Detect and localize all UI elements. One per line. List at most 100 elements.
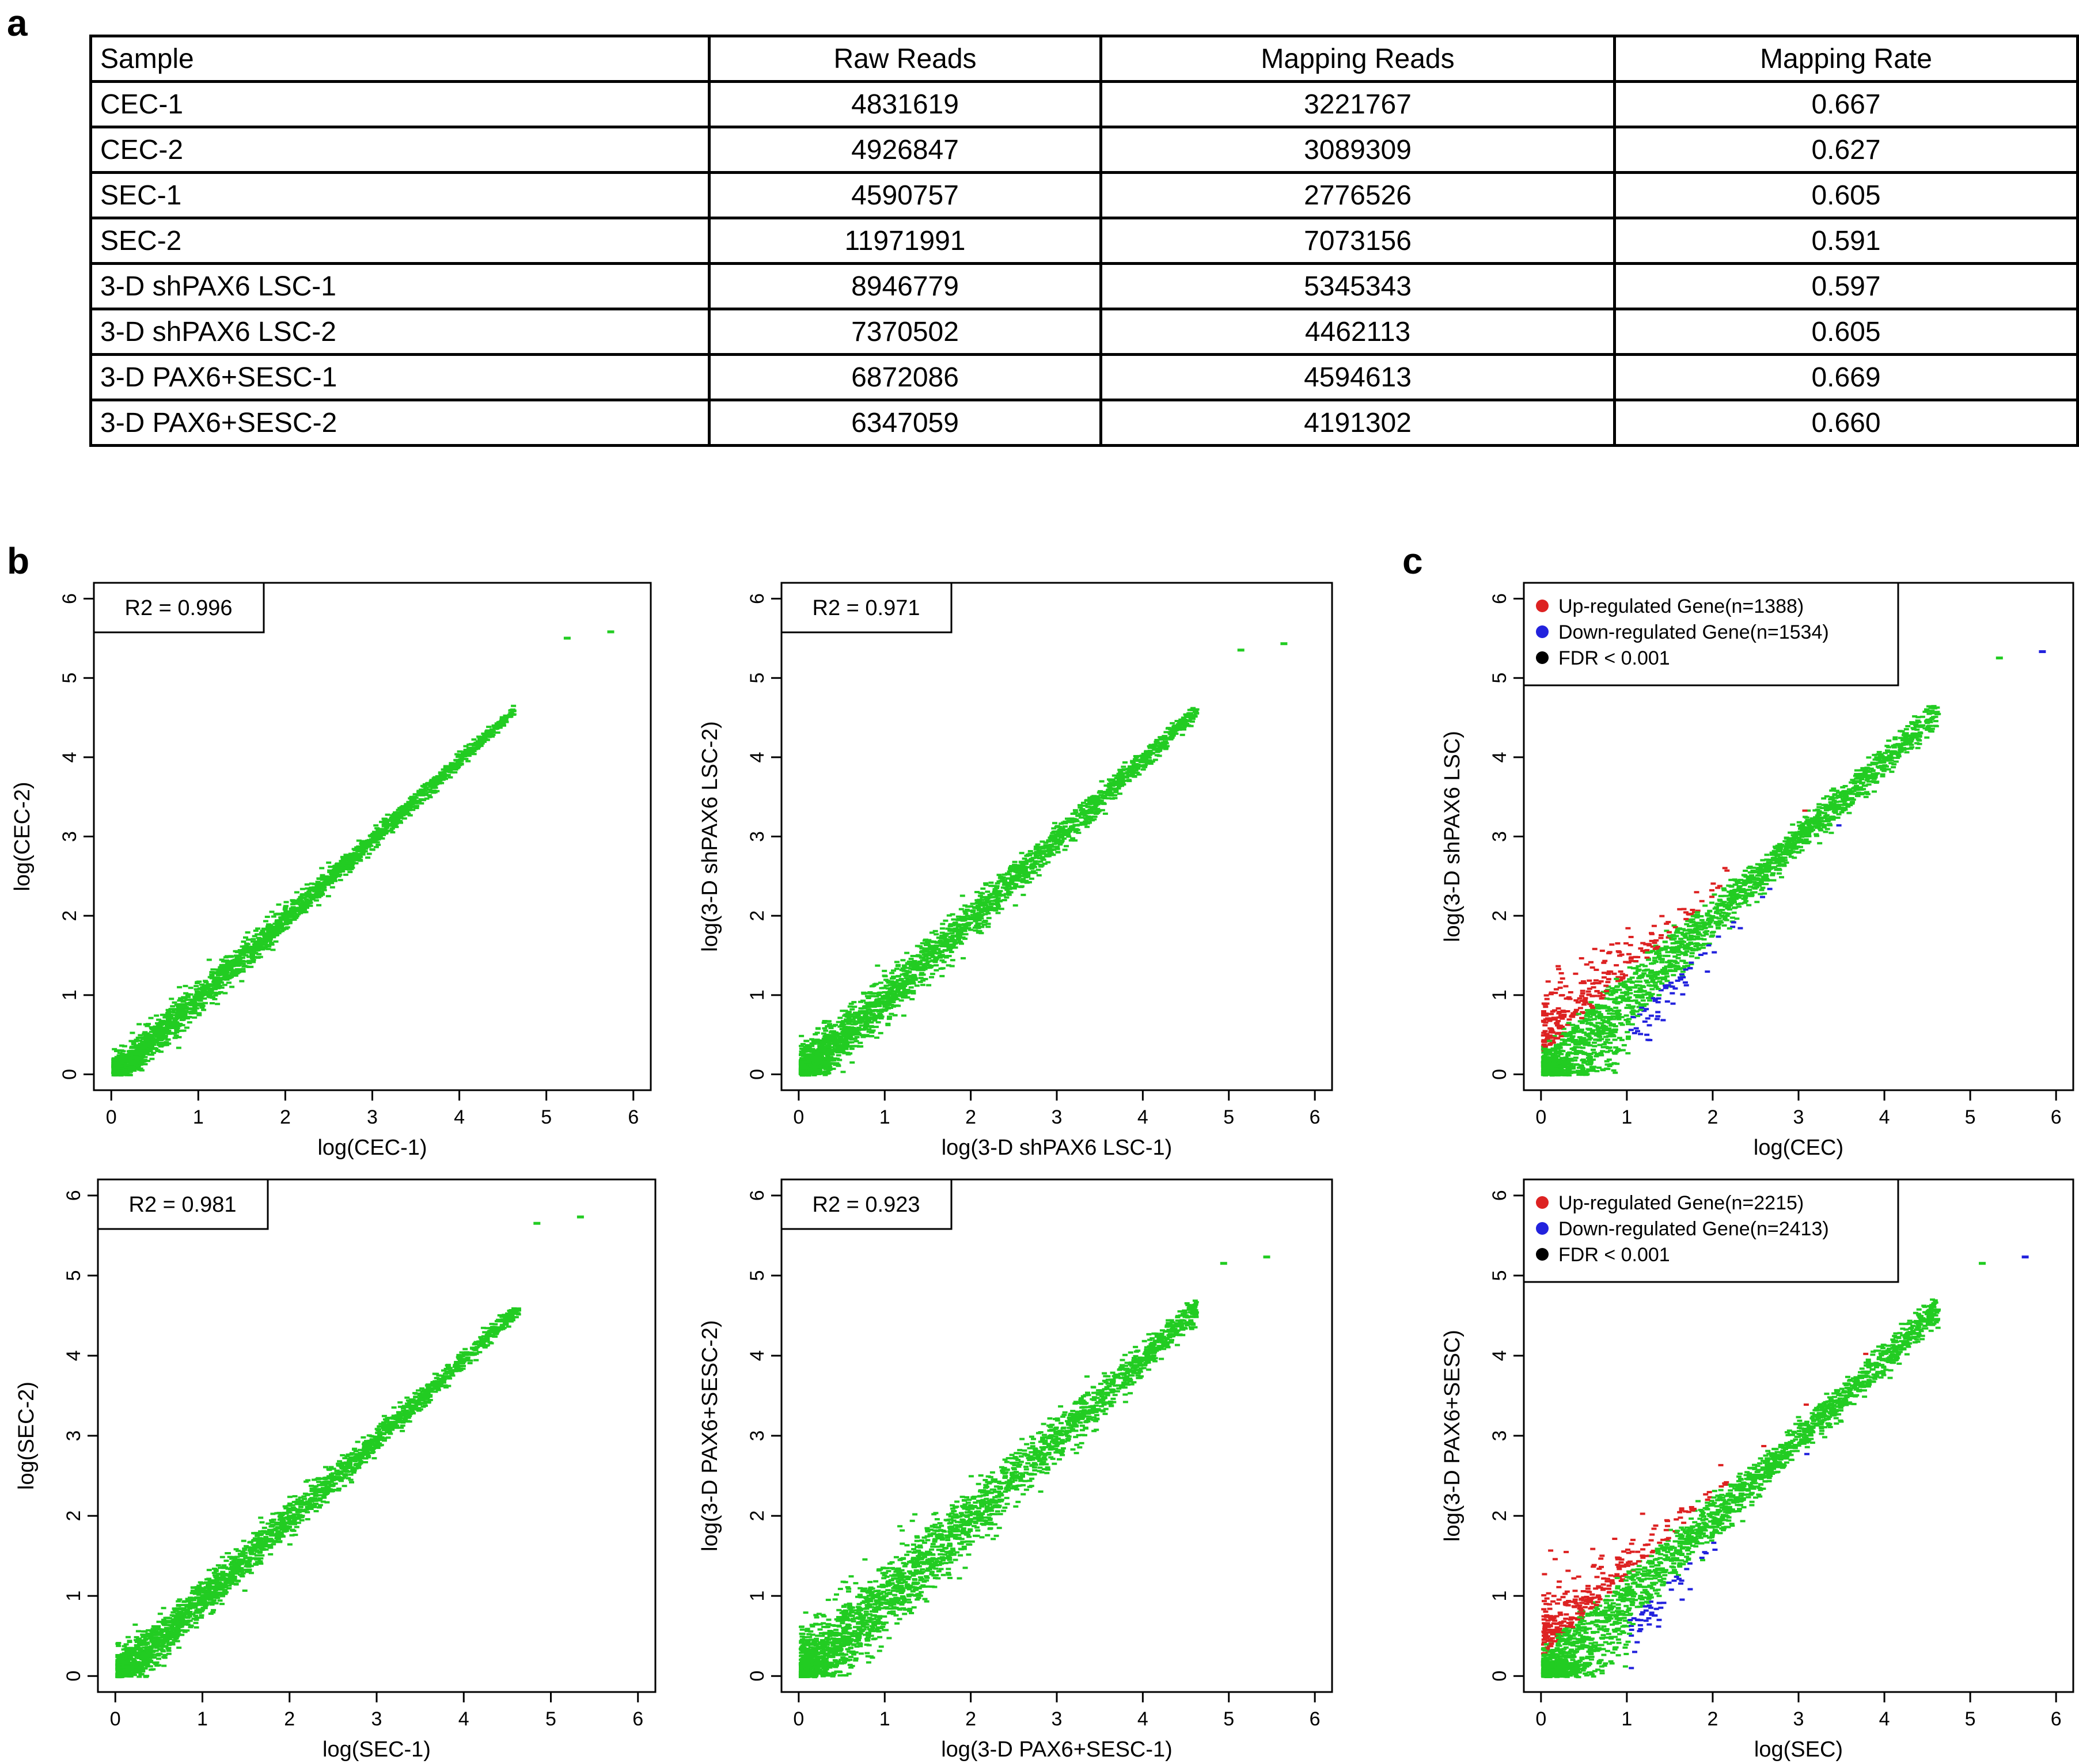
- data-point: [869, 992, 875, 995]
- data-point: [302, 908, 308, 911]
- data-point: [893, 993, 898, 996]
- data-point: [891, 975, 896, 978]
- data-point: [1078, 806, 1083, 809]
- cell-mapping-reads: 4462113: [1099, 308, 1616, 356]
- data-point: [390, 817, 396, 820]
- data-point: [192, 1006, 198, 1008]
- data-point: [1173, 727, 1178, 730]
- data-point: [979, 925, 985, 928]
- data-point: [1126, 771, 1132, 773]
- data-point: [944, 941, 950, 944]
- cell-mapping-reads: 2776526: [1099, 171, 1616, 219]
- data-point: [1035, 852, 1041, 855]
- data-point: [912, 959, 917, 962]
- data-point: [147, 1036, 153, 1039]
- data-point: [181, 1003, 187, 1006]
- data-point: [373, 845, 379, 848]
- data-point: [1016, 874, 1022, 877]
- data-point: [196, 1012, 202, 1015]
- data-point: [1055, 851, 1061, 853]
- data-point: [444, 765, 449, 768]
- data-point: [264, 916, 270, 918]
- data-point: [377, 829, 382, 832]
- data-point: [215, 987, 221, 989]
- data-point: [1083, 820, 1088, 823]
- data-point: [340, 856, 346, 859]
- data-point: [1023, 876, 1029, 879]
- data-point: [308, 904, 313, 907]
- data-point: [1018, 867, 1024, 870]
- data-point: [359, 845, 365, 848]
- data-point: [992, 888, 998, 890]
- data-point: [860, 1035, 866, 1038]
- data-point: [1082, 810, 1087, 813]
- data-point: [440, 778, 446, 781]
- data-point: [490, 729, 495, 731]
- data-point-max: [607, 630, 614, 633]
- data-point: [480, 739, 485, 742]
- data-point: [1026, 881, 1032, 883]
- data-point: [833, 1031, 839, 1034]
- data-point: [892, 1014, 898, 1016]
- data-point: [407, 814, 413, 817]
- data-point: [1076, 832, 1082, 834]
- data-point: [1101, 795, 1107, 798]
- data-point: [336, 875, 342, 878]
- data-point: [1107, 790, 1113, 792]
- data-point: [849, 1008, 855, 1011]
- data-point: [1033, 860, 1038, 863]
- data-point: [149, 1057, 155, 1060]
- data-point: [1045, 853, 1051, 856]
- table-row: CEC-2 4926847 3089309 0.627: [89, 126, 2079, 174]
- data-point: [844, 1018, 849, 1021]
- data-point: [293, 899, 299, 902]
- table-row: 3-D PAX6+SESC-2 6347059 4191302 0.660: [89, 399, 2079, 447]
- data-point: [215, 1003, 221, 1006]
- cell-mapping-rate: 0.597: [1613, 262, 2079, 310]
- data-point: [299, 894, 305, 897]
- data-point: [841, 1045, 847, 1048]
- data-point: [817, 1039, 822, 1042]
- data-point: [251, 938, 256, 940]
- data-point: [851, 1031, 856, 1034]
- data-point: [152, 1047, 158, 1050]
- data-point: [921, 965, 927, 968]
- data-point: [1084, 799, 1090, 802]
- data-point: [226, 965, 232, 968]
- x-tick-label: 4: [454, 1106, 465, 1128]
- data-point: [1026, 860, 1031, 863]
- data-point: [473, 741, 479, 744]
- data-point: [803, 1070, 809, 1073]
- data-point: [320, 893, 325, 896]
- data-point: [951, 928, 957, 931]
- data-point: [177, 999, 183, 1002]
- data-point: [410, 809, 416, 811]
- data-point: [337, 868, 343, 871]
- data-point: [985, 912, 991, 915]
- data-point: [844, 1027, 850, 1030]
- data-point: [271, 936, 276, 939]
- data-point: [173, 1024, 179, 1027]
- data-point: [860, 1012, 866, 1015]
- data-point: [183, 992, 189, 995]
- data-point: [211, 972, 217, 974]
- data-point: [947, 925, 953, 928]
- data-point: [198, 994, 203, 997]
- data-point: [217, 978, 222, 981]
- data-point: [1068, 839, 1074, 842]
- data-point: [136, 1045, 142, 1048]
- cell-mapping-rate: 0.667: [1613, 80, 2079, 128]
- data-point: [913, 961, 919, 964]
- data-point: [283, 927, 289, 930]
- data-point: [858, 1041, 863, 1044]
- data-point: [272, 923, 278, 925]
- data-point: [114, 1050, 119, 1052]
- data-point: [868, 1016, 874, 1019]
- data-point: [863, 1005, 868, 1008]
- data-point: [983, 882, 989, 885]
- data-point: [1082, 805, 1088, 807]
- data-point: [165, 1021, 170, 1024]
- data-point: [911, 977, 917, 980]
- data-point: [177, 1022, 183, 1025]
